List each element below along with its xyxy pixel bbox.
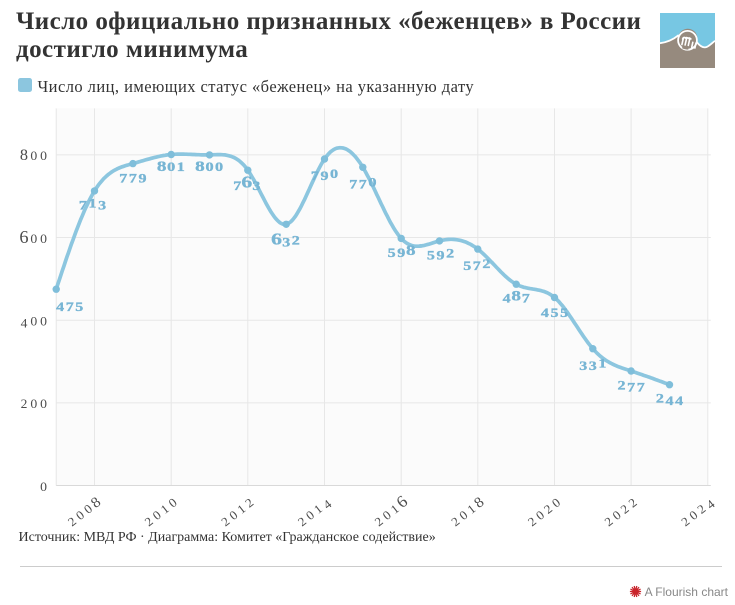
svg-text:9: 9 [321, 170, 329, 184]
svg-text:0: 0 [40, 231, 47, 246]
svg-text:0: 0 [215, 160, 223, 174]
svg-text:2: 2 [292, 234, 300, 248]
svg-text:1: 1 [177, 160, 185, 174]
svg-text:7: 7 [129, 172, 137, 186]
svg-text:7: 7 [522, 292, 530, 306]
svg-text:0: 0 [330, 167, 338, 181]
svg-text:3: 3 [98, 199, 106, 213]
svg-text:7: 7 [349, 178, 357, 192]
svg-text:4: 4 [56, 300, 64, 314]
svg-text:0: 0 [167, 160, 175, 174]
svg-text:5: 5 [388, 247, 396, 261]
svg-text:7: 7 [359, 178, 367, 192]
svg-text:0: 0 [368, 176, 376, 190]
svg-text:2: 2 [482, 258, 490, 272]
svg-text:0: 0 [40, 396, 47, 411]
svg-text:7: 7 [311, 170, 319, 184]
svg-text:0: 0 [30, 314, 37, 329]
svg-text:2: 2 [618, 379, 626, 393]
svg-text:0: 0 [30, 396, 37, 411]
svg-text:3: 3 [589, 359, 597, 373]
svg-text:2: 2 [21, 396, 28, 411]
svg-text:3: 3 [252, 179, 260, 193]
svg-text:4: 4 [503, 292, 511, 306]
svg-text:9: 9 [397, 247, 405, 261]
svg-text:5: 5 [427, 249, 435, 263]
svg-text:8: 8 [20, 148, 28, 165]
svg-text:8: 8 [511, 287, 521, 304]
svg-text:0: 0 [30, 231, 37, 246]
svg-text:7: 7 [627, 381, 635, 395]
svg-text:0: 0 [40, 479, 47, 494]
svg-text:0: 0 [40, 148, 47, 163]
svg-text:8: 8 [406, 242, 416, 259]
svg-text:3: 3 [282, 236, 290, 250]
svg-text:8: 8 [195, 158, 205, 175]
svg-text:5: 5 [463, 260, 471, 274]
svg-text:1: 1 [598, 357, 606, 371]
svg-text:9: 9 [437, 249, 445, 263]
svg-text:7: 7 [233, 179, 241, 193]
svg-text:6: 6 [271, 230, 282, 248]
svg-text:0: 0 [30, 148, 37, 163]
svg-text:5: 5 [75, 300, 83, 314]
svg-text:2: 2 [656, 392, 664, 406]
svg-text:7: 7 [473, 260, 481, 274]
svg-text:9: 9 [139, 172, 147, 186]
svg-text:5: 5 [560, 307, 568, 321]
svg-text:6: 6 [19, 227, 28, 247]
svg-text:0: 0 [40, 314, 47, 329]
svg-text:7: 7 [66, 300, 74, 314]
svg-text:7: 7 [119, 172, 127, 186]
svg-text:8: 8 [157, 158, 167, 175]
svg-text:4: 4 [666, 394, 674, 408]
svg-text:1: 1 [89, 197, 97, 211]
svg-text:2: 2 [446, 247, 454, 261]
svg-text:4: 4 [675, 394, 683, 408]
svg-text:0: 0 [205, 160, 213, 174]
svg-text:7: 7 [637, 381, 645, 395]
svg-text:6: 6 [241, 174, 252, 192]
svg-text:4: 4 [541, 307, 549, 321]
svg-text:7: 7 [79, 199, 87, 213]
svg-text:5: 5 [551, 307, 559, 321]
svg-text:4: 4 [21, 316, 28, 331]
svg-text:3: 3 [579, 359, 587, 373]
